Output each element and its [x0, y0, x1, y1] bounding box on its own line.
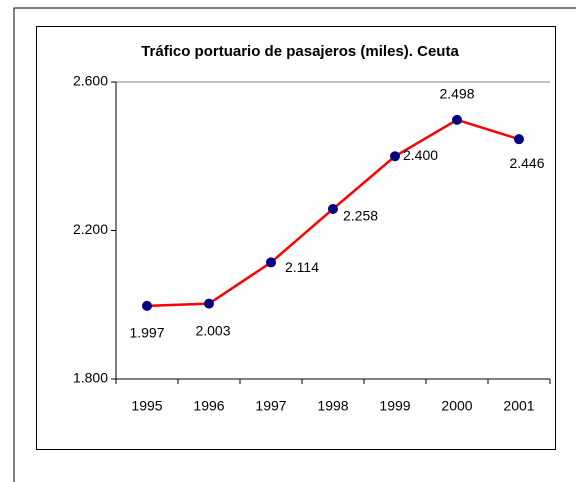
- data-label: 2.498: [439, 86, 474, 102]
- y-tick-label: 1.800: [73, 370, 108, 386]
- data-point: [328, 203, 338, 214]
- data-label: 2.114: [285, 259, 319, 275]
- data-point: [204, 298, 214, 309]
- chart-title: Tráfico portuario de pasajeros (miles). …: [141, 43, 459, 60]
- data-label: 2.003: [195, 322, 230, 338]
- data-point: [390, 151, 400, 162]
- data-label: 1.997: [129, 325, 164, 341]
- x-tick-label: 1998: [317, 398, 348, 414]
- outer-frame: [13, 7, 576, 482]
- data-point: [452, 114, 462, 125]
- y-tick-label: 2.600: [73, 73, 108, 89]
- x-tick-label: 1999: [379, 398, 410, 414]
- data-point: [514, 134, 524, 145]
- x-tick-label: 2000: [441, 398, 472, 414]
- data-label: 2.258: [343, 208, 378, 224]
- data-label: 2.446: [509, 155, 544, 171]
- y-tick-label: 2.200: [73, 221, 108, 237]
- x-tick-label: 2001: [503, 398, 534, 414]
- x-tick-label: 1996: [193, 398, 224, 414]
- chart-frame: [36, 26, 556, 450]
- data-point: [142, 300, 152, 311]
- data-point: [266, 257, 276, 268]
- x-tick-label: 1997: [255, 398, 286, 414]
- x-tick-label: 1995: [131, 398, 162, 414]
- data-label: 2.400: [403, 147, 438, 163]
